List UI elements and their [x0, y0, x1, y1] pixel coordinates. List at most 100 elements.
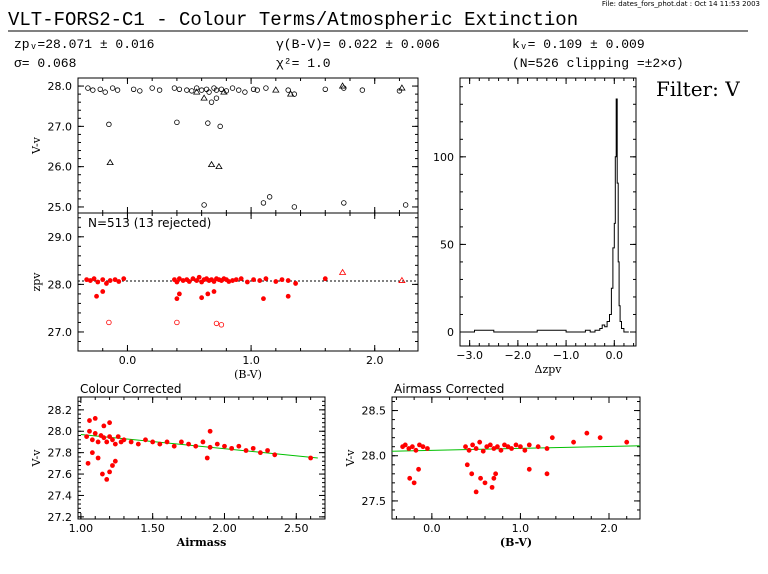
plot-zp-vs-bv: 0.0 1.0 2.0 27.0 28.0 29.0 (B-V) zpv N=513 (13 r… — [30, 212, 419, 381]
y-tick-label: 27.6 — [48, 468, 73, 481]
data-point — [480, 448, 486, 454]
file-info: File: dates_fors_phot.dat : Oct 14 11:53… — [602, 0, 760, 8]
data-point — [194, 278, 200, 283]
y-axis-label: V-v — [30, 449, 43, 468]
data-point — [220, 88, 228, 95]
data-point — [87, 278, 93, 283]
data-point — [211, 289, 217, 294]
data-point — [489, 484, 495, 490]
data-point — [100, 277, 106, 283]
x-axis-label: (B-V) — [500, 536, 532, 549]
x-axis-label: Δzpv — [535, 363, 563, 376]
data-point — [106, 319, 112, 326]
data-point — [116, 279, 122, 284]
data-point — [416, 466, 421, 472]
page-title: VLT-FORS2-C1 - Colour Terms/Atmospheric … — [8, 9, 578, 31]
data-point — [254, 87, 260, 93]
data-point — [85, 85, 91, 91]
data-point — [174, 119, 180, 126]
data-point — [206, 89, 212, 95]
data-point — [417, 442, 422, 448]
x-axis-label: Airmass — [176, 536, 227, 549]
data-point — [229, 85, 236, 91]
data-point — [261, 296, 266, 302]
data-point — [193, 85, 200, 91]
y-tick-label: 100 — [433, 151, 454, 164]
data-point — [85, 460, 91, 466]
data-point — [171, 85, 178, 91]
data-point — [505, 444, 511, 450]
data-point — [143, 437, 148, 443]
data-point — [107, 469, 112, 475]
data-point — [89, 450, 95, 456]
data-point — [190, 276, 196, 282]
x-tick-label: 0.0 — [119, 354, 137, 367]
data-point — [242, 89, 248, 95]
data-point — [425, 446, 430, 451]
x-tick-label: 1.0 — [512, 522, 530, 535]
data-point — [176, 86, 183, 92]
x-tick-label: 1.50 — [140, 522, 165, 535]
data-point — [544, 471, 550, 477]
data-point — [518, 444, 523, 450]
data-point — [402, 202, 409, 208]
data-point — [192, 88, 201, 95]
data-point — [473, 489, 479, 495]
data-point — [149, 85, 155, 91]
data-point — [359, 87, 366, 93]
data-point — [156, 87, 163, 93]
k-value: kᵥ= 0.109 ± 0.009 — [512, 37, 645, 52]
histogram-line — [464, 98, 629, 333]
data-point — [213, 320, 220, 327]
data-point — [265, 448, 270, 453]
data-point — [409, 444, 415, 450]
data-point — [624, 439, 630, 445]
data-point — [478, 475, 483, 481]
data-point — [495, 444, 500, 450]
y-tick-label: 28.0 — [48, 425, 73, 438]
data-point — [87, 428, 92, 434]
plot-frame — [77, 212, 419, 352]
data-point — [150, 439, 156, 445]
x-tick-label: 2.0 — [600, 522, 618, 535]
y-axis-label: V-v — [344, 449, 357, 468]
data-point — [487, 442, 493, 448]
x-tick-label: −1.0 — [553, 349, 580, 362]
data-point — [491, 475, 497, 481]
data-point — [263, 85, 269, 91]
data-point — [250, 86, 257, 92]
data-point — [109, 85, 116, 91]
data-point — [115, 434, 121, 439]
data-point — [498, 447, 504, 453]
data-point — [230, 278, 235, 283]
plot-frame — [77, 77, 419, 214]
data-point — [193, 443, 199, 449]
data-point — [174, 279, 180, 285]
plot-dzp-histogram: −3.0 −2.0 −1.0 0.0 0 50 100 Δzpv — [433, 77, 637, 376]
x-tick-label: −3.0 — [456, 349, 483, 362]
data-point — [215, 162, 223, 170]
data-point — [174, 296, 180, 302]
data-point — [285, 293, 291, 299]
y-tick-label: 25.0 — [48, 201, 73, 214]
data-point — [509, 446, 514, 451]
data-point — [112, 458, 118, 464]
data-point — [137, 88, 143, 94]
data-point — [90, 87, 96, 93]
data-point — [398, 276, 406, 283]
data-point — [526, 466, 532, 472]
data-point — [157, 441, 163, 447]
panel-title: Airmass Corrected — [394, 382, 504, 396]
data-point — [236, 87, 242, 93]
data-point — [420, 444, 426, 450]
data-point — [186, 279, 192, 284]
x-tick-label: 0.0 — [606, 349, 624, 362]
data-point — [91, 276, 97, 282]
data-point — [243, 448, 249, 453]
data-point — [110, 437, 115, 443]
data-point — [112, 441, 118, 447]
data-point — [164, 439, 170, 445]
data-point — [526, 442, 532, 448]
data-point — [257, 450, 263, 456]
x-tick-label: 0.0 — [423, 522, 441, 535]
